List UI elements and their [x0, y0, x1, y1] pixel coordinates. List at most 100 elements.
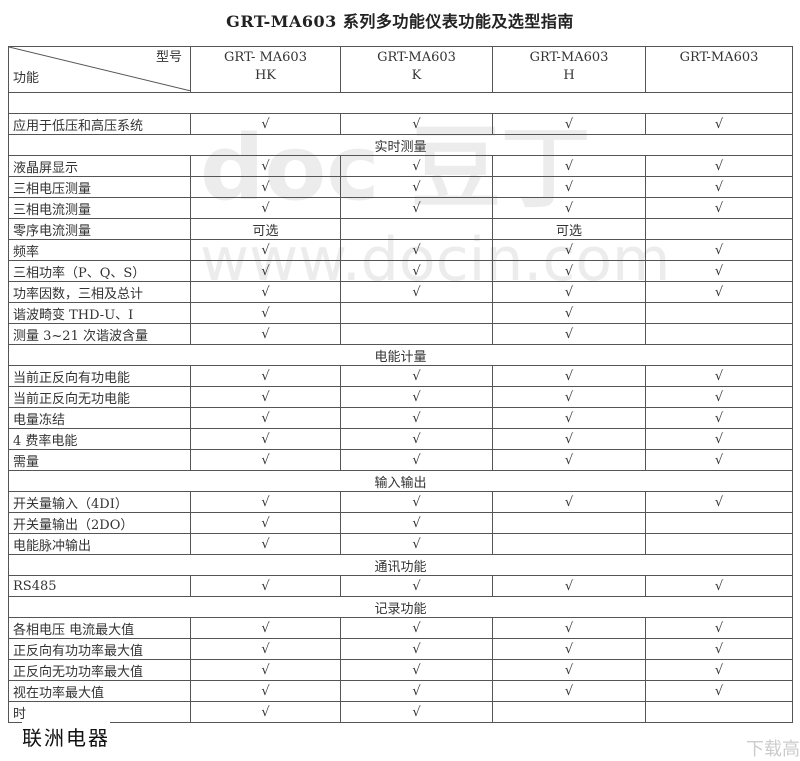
model-suffix: K	[411, 68, 422, 83]
check-mark-cell: √	[492, 386, 646, 408]
check-mark-cell: √	[645, 113, 793, 135]
check-mark-cell: √	[492, 407, 646, 429]
check-mark-cell: √	[340, 512, 493, 534]
check-mark-cell: √	[645, 449, 793, 471]
feature-label: 零序电流测量	[8, 218, 191, 240]
check-mark-cell: √	[190, 491, 341, 513]
feature-label: 电能脉冲输出	[8, 533, 191, 555]
check-mark-cell: √	[492, 113, 646, 135]
table-row: 当前正反向无功电能 √ √ √ √	[8, 386, 793, 408]
check-mark-cell: √	[645, 386, 793, 408]
check-mark-cell: √	[492, 197, 646, 219]
feature-label: 时	[8, 701, 191, 723]
feature-label: 谐波畸变 THD-U、I	[8, 302, 191, 324]
table-row: 电量冻结 √ √ √ √	[8, 407, 793, 429]
feature-label: 视在功率最大值	[8, 680, 191, 702]
check-mark-cell: √	[645, 491, 793, 513]
empty-cell	[492, 701, 646, 723]
table-row: 频率 √ √ √ √	[8, 239, 793, 261]
check-mark-cell: √	[492, 449, 646, 471]
check-mark-cell: √	[190, 239, 341, 261]
model-header-hk: GRT- MA603 HK	[190, 46, 341, 93]
download-watermark: 下载高	[746, 739, 800, 760]
empty-cell	[645, 323, 793, 345]
check-mark-cell: √	[645, 239, 793, 261]
table-row: 应用于低压和高压系统 √ √ √ √	[8, 113, 793, 135]
table-row: 开关量输出（2DO） √ √	[8, 512, 793, 534]
check-mark-cell: √	[492, 155, 646, 177]
check-mark-cell: √	[190, 281, 341, 303]
empty-cell	[645, 512, 793, 534]
check-mark-cell: √	[340, 449, 493, 471]
check-mark-cell: √	[645, 638, 793, 660]
check-mark-cell: √	[190, 365, 341, 387]
diagonal-line	[9, 47, 190, 91]
check-mark-cell: √	[645, 428, 793, 450]
model-header-h: GRT-MA603 H	[492, 46, 646, 93]
table-row: 需量 √ √ √ √	[8, 449, 793, 471]
document-title: GRT-MA603 系列多功能仪表功能及选型指南	[226, 12, 574, 31]
check-mark-cell: √	[340, 701, 493, 723]
section-title: 电能计量	[8, 344, 793, 366]
table-row: 4 费率电能 √ √ √ √	[8, 428, 793, 450]
check-mark-cell: √	[340, 575, 493, 597]
selection-table: 型号 功能 GRT- MA603 HK GRT-MA603 K GRT-MA603 H…	[8, 46, 793, 723]
feature-label: 正反向有功功率最大值	[8, 638, 191, 660]
feature-label: 各相电压 电流最大值	[8, 617, 191, 639]
check-mark-cell: √	[340, 680, 493, 702]
check-mark-cell: √	[190, 386, 341, 408]
check-mark-cell: √	[492, 617, 646, 639]
check-mark-cell: √	[190, 428, 341, 450]
empty-cell	[645, 218, 793, 240]
check-mark-cell: √	[645, 659, 793, 681]
feature-label: 4 费率电能	[8, 428, 191, 450]
check-mark-cell: √	[190, 512, 341, 534]
section-title: 通讯功能	[8, 554, 793, 576]
table-row: 正反向无功功率最大值 √ √ √ √	[8, 659, 793, 681]
check-mark-cell: √	[645, 617, 793, 639]
blank-cell	[8, 92, 793, 114]
check-mark-cell: √	[340, 113, 493, 135]
check-mark-cell: √	[340, 638, 493, 660]
empty-cell	[645, 701, 793, 723]
feature-label: 当前正反向无功电能	[8, 386, 191, 408]
empty-cell	[340, 323, 493, 345]
feature-label: 三相电压测量	[8, 176, 191, 198]
function-label: 功能	[13, 71, 40, 86]
feature-label: 频率	[8, 239, 191, 261]
model-header-k: GRT-MA603 K	[340, 46, 493, 93]
check-mark-cell: √	[645, 281, 793, 303]
table-row: 时 √ √	[8, 701, 793, 723]
check-mark-cell: √	[492, 302, 646, 324]
check-mark-cell: √	[645, 176, 793, 198]
model-suffix: HK	[254, 68, 277, 83]
feature-label: 液晶屏显示	[8, 155, 191, 177]
check-mark-cell: √	[340, 407, 493, 429]
check-mark-cell: √	[340, 365, 493, 387]
check-mark-cell: √	[340, 617, 493, 639]
model-name: GRT-MA603	[377, 50, 456, 65]
section-title: 实时测量	[8, 134, 793, 156]
model-header-base: GRT-MA603	[645, 46, 793, 93]
check-mark-cell: √	[645, 155, 793, 177]
table-row: 三相电流测量 √ √ √ √	[8, 197, 793, 219]
empty-cell	[645, 533, 793, 555]
check-mark-cell: √	[340, 428, 493, 450]
check-mark-cell: √	[340, 239, 493, 261]
optional-cell: 可选	[492, 218, 646, 240]
check-mark-cell: √	[492, 176, 646, 198]
table-row: 零序电流测量 可选 可选	[8, 218, 793, 240]
check-mark-cell: √	[645, 260, 793, 282]
check-mark-cell: √	[190, 533, 341, 555]
table-row: 正反向有功功率最大值 √ √ √ √	[8, 638, 793, 660]
feature-label: 正反向无功功率最大值	[8, 659, 191, 681]
check-mark-cell: √	[340, 386, 493, 408]
check-mark-cell: √	[190, 323, 341, 345]
model-suffix: H	[563, 68, 575, 83]
check-mark-cell: √	[492, 239, 646, 261]
table-row: 当前正反向有功电能 √ √ √ √	[8, 365, 793, 387]
feature-label: 需量	[8, 449, 191, 471]
optional-cell: 可选	[190, 218, 341, 240]
check-mark-cell: √	[190, 701, 341, 723]
table-row: 液晶屏显示 √ √ √ √	[8, 155, 793, 177]
